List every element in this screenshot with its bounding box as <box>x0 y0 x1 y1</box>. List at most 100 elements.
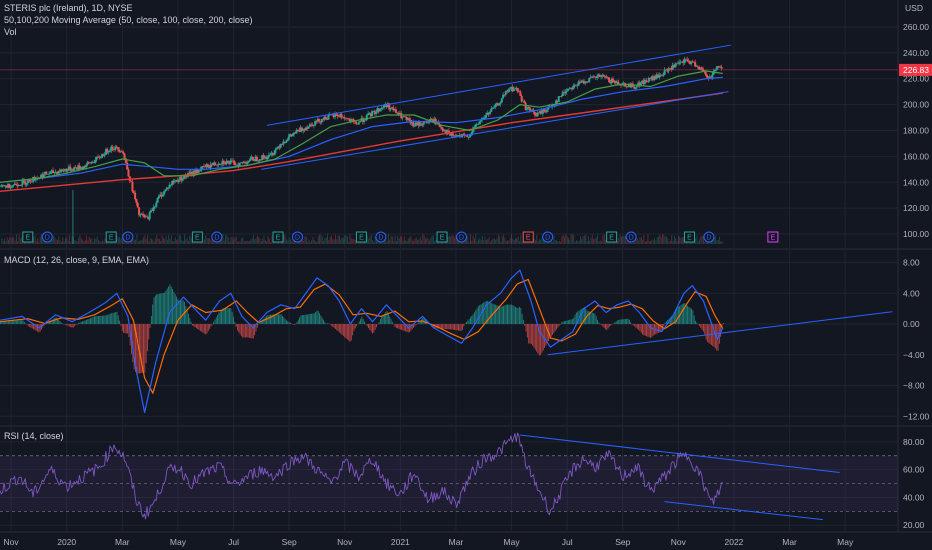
macd-histogram-bar[interactable] <box>111 313 113 325</box>
volume-bar[interactable] <box>619 234 621 244</box>
macd-histogram-bar[interactable] <box>462 324 463 330</box>
volume-bar[interactable] <box>305 236 307 244</box>
candle-body[interactable] <box>87 162 90 163</box>
candle-body[interactable] <box>217 164 220 166</box>
macd-histogram-bar[interactable] <box>708 324 710 343</box>
candle-body[interactable] <box>510 86 513 90</box>
candle-body[interactable] <box>161 194 164 197</box>
macd-histogram-bar[interactable] <box>594 313 596 325</box>
macd-histogram-bar[interactable] <box>101 315 103 325</box>
candle-body[interactable] <box>8 183 11 189</box>
volume-bar[interactable] <box>667 238 669 244</box>
macd-histogram-bar[interactable] <box>361 316 363 325</box>
candle-body[interactable] <box>519 91 522 96</box>
candle-body[interactable] <box>21 180 24 185</box>
macd-histogram-bar[interactable] <box>13 320 15 325</box>
candle-body[interactable] <box>210 164 213 166</box>
volume-bar[interactable] <box>15 234 17 244</box>
candle-body[interactable] <box>626 86 629 88</box>
macd-histogram-bar[interactable] <box>283 317 285 325</box>
macd-histogram-bar[interactable] <box>71 324 73 328</box>
volume-bar[interactable] <box>174 237 176 244</box>
macd-histogram-bar[interactable] <box>459 324 461 331</box>
macd-histogram-bar[interactable] <box>137 324 139 374</box>
volume-bar[interactable] <box>564 236 565 244</box>
volume-bar[interactable] <box>386 241 388 244</box>
volume-bar[interactable] <box>229 241 231 244</box>
candle-body[interactable] <box>512 88 515 92</box>
macd-histogram-bar[interactable] <box>365 323 367 325</box>
candle-body[interactable] <box>511 86 514 92</box>
macd-histogram-bar[interactable] <box>82 321 84 325</box>
earnings-marker[interactable] <box>436 231 448 243</box>
candle-body[interactable] <box>658 75 661 78</box>
macd-histogram-bar[interactable] <box>51 319 53 325</box>
macd-histogram-bar[interactable] <box>72 324 74 328</box>
candle-body[interactable] <box>404 116 407 118</box>
candle-body[interactable] <box>132 191 135 193</box>
volume-bar[interactable] <box>699 239 701 244</box>
candle-body[interactable] <box>245 162 248 164</box>
candle-body[interactable] <box>78 165 81 169</box>
macd-histogram-bar[interactable] <box>226 308 228 325</box>
volume-bar[interactable] <box>262 238 264 244</box>
macd-histogram-bar[interactable] <box>590 312 592 325</box>
candle-body[interactable] <box>535 115 538 117</box>
volume-bar[interactable] <box>492 238 494 244</box>
macd-histogram-bar[interactable] <box>62 323 64 325</box>
volume-bar[interactable] <box>287 240 289 244</box>
macd-histogram-bar[interactable] <box>92 316 94 325</box>
macd-signal-line[interactable] <box>0 278 724 394</box>
volume-bar[interactable] <box>393 241 395 244</box>
macd-histogram-bar[interactable] <box>55 317 57 325</box>
candle-body[interactable] <box>715 68 718 70</box>
volume-bar[interactable] <box>11 236 13 244</box>
macd-histogram-bar[interactable] <box>225 308 226 325</box>
candle-body[interactable] <box>191 171 194 176</box>
macd-histogram-bar[interactable] <box>667 320 669 325</box>
candle-body[interactable] <box>528 107 531 111</box>
candle-body[interactable] <box>44 172 47 175</box>
macd-histogram-bar[interactable] <box>692 310 694 325</box>
candle-body[interactable] <box>281 144 284 145</box>
candle-body[interactable] <box>421 123 424 125</box>
volume-bar[interactable] <box>533 238 535 244</box>
candle-body[interactable] <box>488 111 491 115</box>
macd-histogram-bar[interactable] <box>30 324 32 328</box>
earnings-marker[interactable] <box>522 231 534 243</box>
candle-body[interactable] <box>322 118 325 120</box>
macd-histogram-bar[interactable] <box>521 313 523 325</box>
macd-histogram-bar[interactable] <box>389 316 391 325</box>
macd-histogram-bar[interactable] <box>116 311 118 325</box>
volume-bar[interactable] <box>284 235 286 244</box>
candle-body[interactable] <box>209 164 212 168</box>
candle-body[interactable] <box>85 164 88 168</box>
macd-histogram-bar[interactable] <box>537 324 539 354</box>
volume-bar[interactable] <box>75 240 77 244</box>
volume-bar[interactable] <box>148 241 150 244</box>
macd-histogram-bar[interactable] <box>456 324 458 331</box>
candle-body[interactable] <box>586 81 589 83</box>
candle-body[interactable] <box>53 172 56 174</box>
macd-histogram-bar[interactable] <box>447 324 449 330</box>
volume-bar[interactable] <box>283 234 285 244</box>
candle-body[interactable] <box>698 66 701 70</box>
volume-bar[interactable] <box>9 236 11 244</box>
volume-bar[interactable] <box>663 234 665 244</box>
candle-body[interactable] <box>220 164 223 165</box>
macd-histogram-bar[interactable] <box>417 323 418 325</box>
candle-body[interactable] <box>118 149 121 152</box>
candle-body[interactable] <box>663 69 666 75</box>
candle-body[interactable] <box>529 110 532 111</box>
macd-histogram-bar[interactable] <box>25 323 27 325</box>
volume-bar[interactable] <box>599 240 601 244</box>
macd-histogram-bar[interactable] <box>714 324 716 349</box>
candle-body[interactable] <box>420 123 423 126</box>
macd-histogram-bar[interactable] <box>582 307 584 325</box>
candle-body[interactable] <box>682 61 685 64</box>
macd-histogram-bar[interactable] <box>337 324 339 332</box>
volume-bar[interactable] <box>38 241 40 244</box>
macd-histogram-bar[interactable] <box>673 311 675 325</box>
macd-histogram-bar[interactable] <box>581 308 583 325</box>
candle-body[interactable] <box>552 105 555 106</box>
